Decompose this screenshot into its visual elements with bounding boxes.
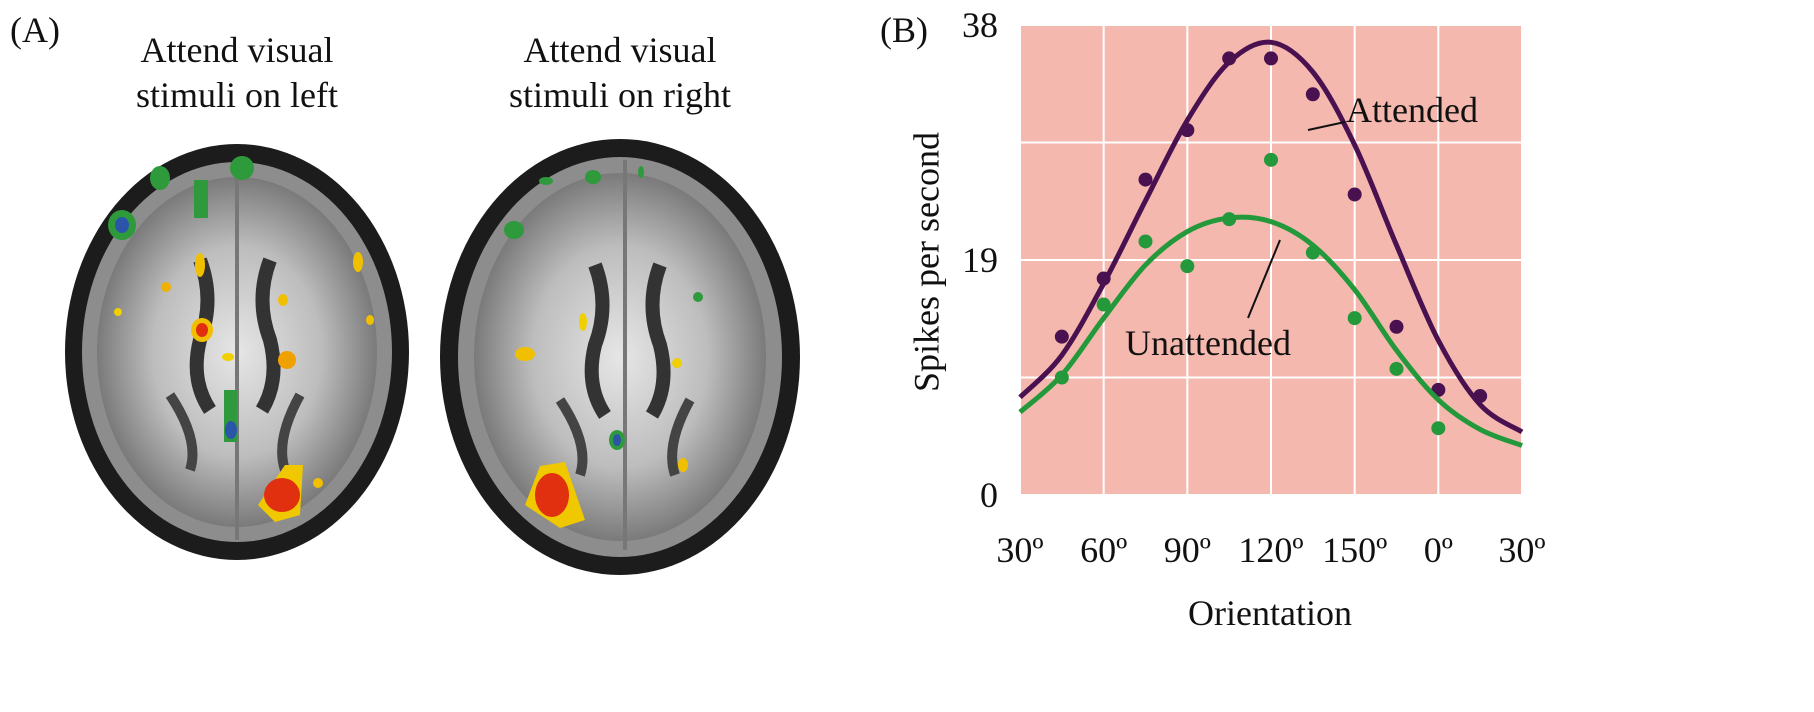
data-point [1431, 421, 1445, 435]
panel-label: (B) [880, 10, 928, 50]
data-point [1097, 298, 1111, 312]
data-point [1348, 187, 1362, 201]
data-point [1222, 51, 1236, 65]
data-point [1097, 272, 1111, 286]
brain-right [440, 139, 800, 575]
data-point [1264, 51, 1278, 65]
caption: Attend visual [524, 30, 717, 70]
figure: (A) Attend visual stimuli on left Attend… [0, 0, 1814, 707]
panel-label: (A) [10, 10, 60, 50]
series-annotation: Attended [1346, 90, 1478, 130]
data-point [1390, 362, 1404, 376]
x-tick-label: 60º [1080, 530, 1127, 570]
data-point [1348, 311, 1362, 325]
x-tick-label: 30º [1498, 530, 1545, 570]
series-annotation: Unattended [1125, 323, 1291, 363]
caption: stimuli on left [136, 75, 338, 115]
caption: stimuli on right [509, 75, 731, 115]
data-point [1222, 212, 1236, 226]
data-point [1180, 259, 1194, 273]
x-axis-label: Orientation [1188, 593, 1352, 633]
x-tick-label: 90º [1164, 530, 1211, 570]
data-point [1055, 330, 1069, 344]
data-point [1264, 153, 1278, 167]
caption: Attend visual [141, 30, 334, 70]
y-tick-label: 19 [962, 240, 998, 280]
data-point [1473, 389, 1487, 403]
x-tick-label: 0º [1424, 530, 1453, 570]
data-point [1306, 246, 1320, 260]
y-axis-label: Spikes per second [906, 132, 946, 392]
x-tick-label: 120º [1238, 530, 1303, 570]
x-tick-label: 150º [1322, 530, 1387, 570]
data-point [1180, 123, 1194, 137]
y-tick-label: 38 [962, 5, 998, 45]
brain-left [65, 144, 409, 560]
data-point [1390, 320, 1404, 334]
y-tick-label: 0 [980, 475, 998, 515]
data-point [1139, 234, 1153, 248]
x-tick-label: 30º [996, 530, 1043, 570]
data-point [1306, 87, 1320, 101]
data-point [1139, 173, 1153, 187]
data-point [1055, 371, 1069, 385]
